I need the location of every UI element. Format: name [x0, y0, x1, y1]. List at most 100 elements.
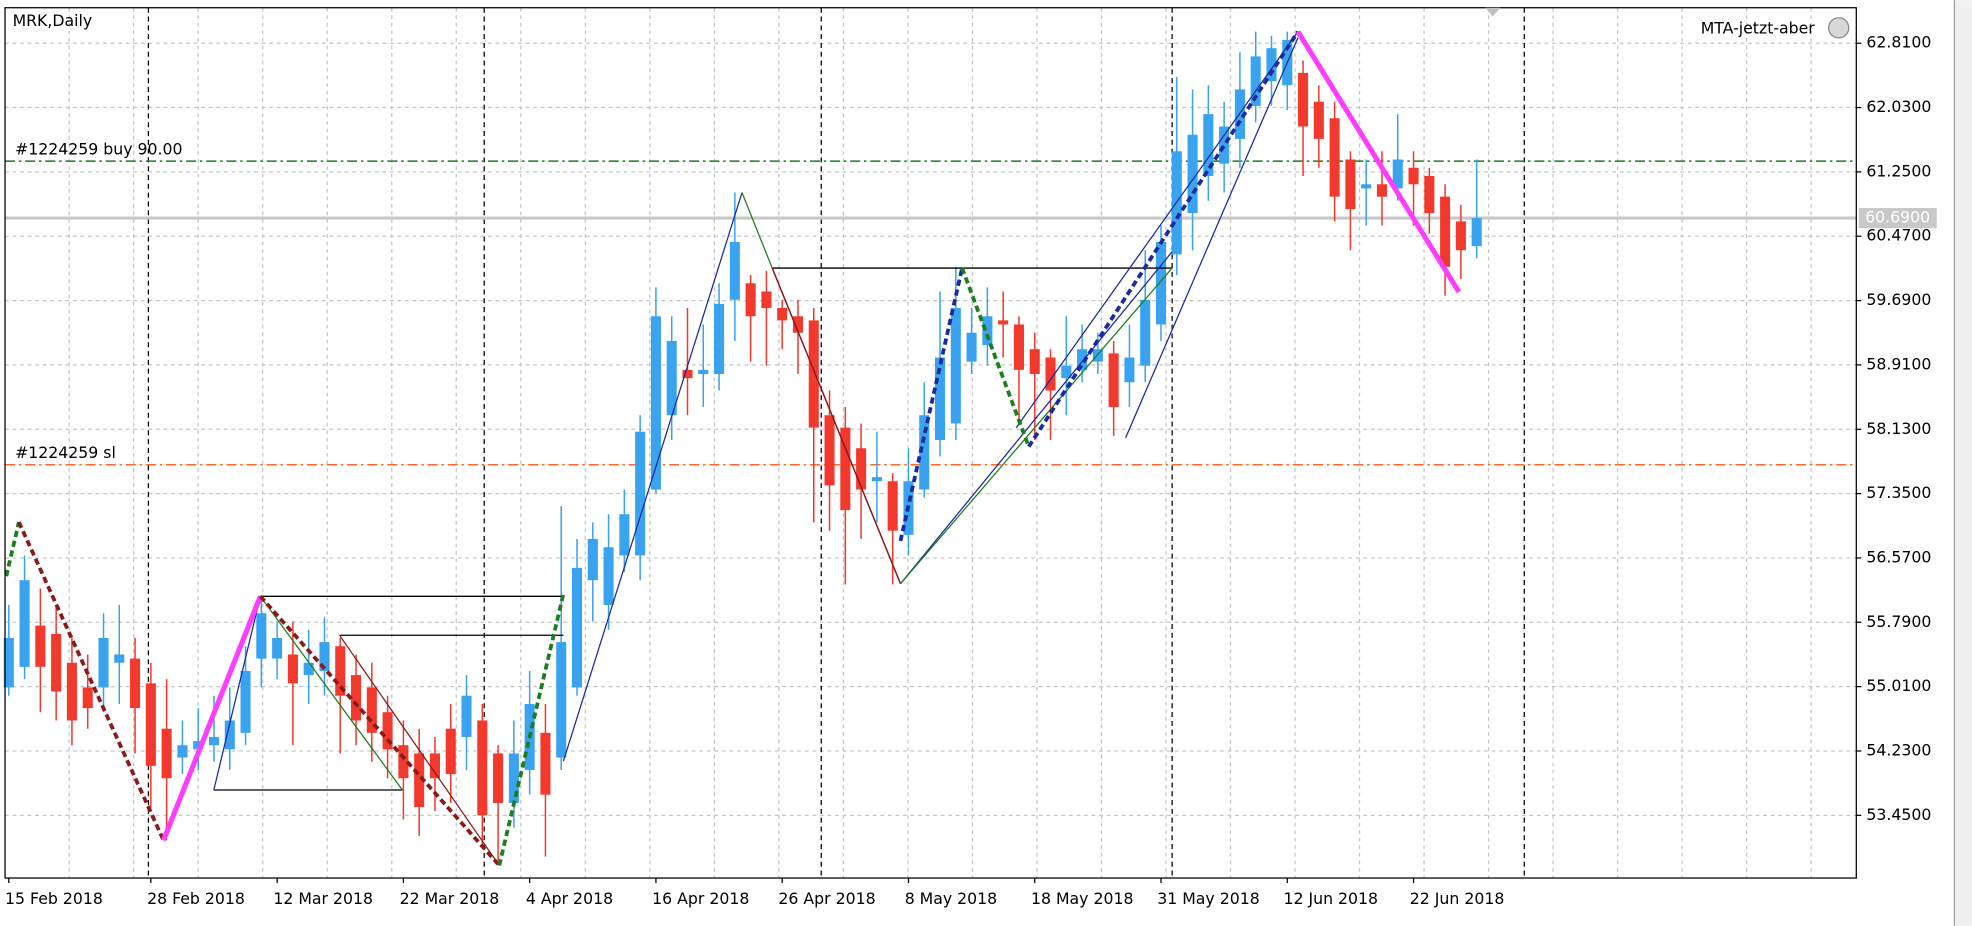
candle-body [1313, 101, 1324, 139]
y-tick-label: 58.1300 [1866, 419, 1931, 438]
candle-body [445, 728, 456, 775]
x-tick-label: 12 Jun 2018 [1283, 889, 1378, 908]
indicator-icon [1827, 17, 1850, 39]
x-tick-label: 22 Mar 2018 [400, 889, 500, 908]
candle-body [729, 242, 740, 300]
x-tick-label: 15 Feb 2018 [5, 889, 103, 908]
candle-body [571, 567, 583, 688]
candle-body [698, 369, 709, 374]
candle-body [224, 720, 235, 750]
price-label-box [1858, 208, 1937, 229]
zigzag-leg [161, 595, 263, 842]
zigzag-leg [1295, 30, 1462, 294]
candle-body [51, 633, 62, 692]
candle-body [856, 448, 867, 490]
channel-line [741, 192, 773, 269]
candle-body [19, 580, 30, 667]
y-tick-label: 56.5700 [1866, 547, 1931, 566]
candle-body [35, 625, 46, 667]
candle-body [461, 695, 472, 737]
candle-body [1108, 353, 1119, 407]
zigzag-leg [1027, 30, 1300, 448]
candle-body [1029, 349, 1040, 374]
candle-body [619, 514, 630, 556]
y-tick-label: 55.7900 [1866, 612, 1931, 631]
candle-body [382, 712, 393, 750]
scroll-area [1954, 0, 1972, 926]
candle-body [1203, 114, 1214, 177]
candle-body [240, 670, 251, 733]
candle-body [777, 308, 788, 321]
plot-frame [4, 7, 1857, 879]
levels: #1224259 buy 90.00 #1224259 sl [5, 139, 1857, 466]
zigzag-leg [4, 521, 21, 577]
candle-body [950, 308, 961, 424]
candle-body [208, 736, 220, 746]
candle-body [1345, 159, 1356, 210]
candle-body [508, 753, 519, 803]
candle-body [587, 538, 598, 581]
x-tick-label: 26 Apr 2018 [778, 889, 875, 908]
candle-body [666, 340, 677, 416]
candle-body [1392, 159, 1403, 189]
x-tick-label: 8 May 2018 [905, 889, 998, 908]
candle-body [177, 745, 188, 758]
candle-body [682, 369, 693, 379]
y-tick-label: 61.2500 [1866, 161, 1931, 180]
candle-body [287, 654, 298, 684]
candle-body [1124, 357, 1135, 383]
candle-body [982, 316, 993, 346]
candle-body [714, 303, 725, 374]
candle-body [493, 753, 504, 803]
candle-body [1140, 299, 1151, 366]
candle-body [1045, 357, 1056, 391]
candle-body [351, 675, 362, 721]
candle-body [808, 320, 819, 428]
channel-line [771, 267, 902, 585]
candle-body [335, 646, 346, 696]
candle-body [635, 431, 646, 556]
candle-body [650, 316, 661, 490]
candle-body [1077, 349, 1088, 370]
y-tick-label: 55.0100 [1866, 676, 1931, 695]
channel-line [562, 192, 743, 762]
candle-body [603, 547, 614, 605]
candle-body [272, 637, 283, 659]
x-tick-label: 18 May 2018 [1031, 889, 1134, 908]
zigzag-leg [17, 521, 166, 842]
candle-body [3, 637, 14, 688]
x-tick-label: 22 Jun 2018 [1410, 889, 1505, 908]
candle-body [114, 654, 125, 663]
channel-line [339, 634, 500, 866]
candle-body [1250, 56, 1261, 106]
y-tick-label: 62.0300 [1866, 97, 1931, 116]
candle-body [556, 642, 567, 758]
candle-body [477, 720, 488, 816]
grid [5, 7, 1857, 879]
channel-line [1125, 37, 1299, 439]
chart-title: MRK,Daily [13, 11, 93, 30]
channel-line [213, 596, 261, 791]
candle-body [1424, 176, 1435, 214]
candle-body [130, 658, 141, 709]
candle-body [1219, 126, 1230, 164]
candle-body [366, 687, 377, 733]
candle-body [1092, 349, 1103, 362]
y-tick-label: 57.3500 [1866, 483, 1931, 502]
candle-body [761, 291, 772, 309]
candle-body [256, 613, 267, 659]
candle-body [745, 283, 756, 317]
candle-body [1187, 134, 1198, 214]
zigzag-leg [497, 593, 566, 866]
candle-body [998, 320, 1009, 325]
candle-body [1408, 167, 1419, 185]
y-tick-label: 58.9100 [1866, 354, 1931, 373]
axes: 53.4500 54.2300 55.0100 55.7900 56.5700 57.35… [5, 33, 1937, 908]
candle-body [1361, 184, 1372, 189]
x-tick-label: 12 Mar 2018 [273, 889, 373, 908]
candle-body [1329, 118, 1340, 197]
candle-body [161, 728, 172, 779]
y-tick-label: 59.6900 [1866, 290, 1931, 309]
